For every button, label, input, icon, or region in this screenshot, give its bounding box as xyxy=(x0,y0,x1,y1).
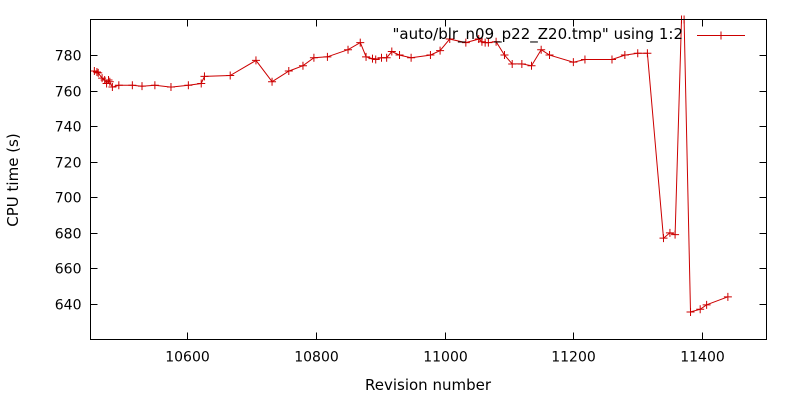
data-point xyxy=(298,61,307,70)
data-point xyxy=(362,52,371,61)
data-point xyxy=(702,300,711,309)
data-point xyxy=(382,53,391,62)
plot-frame xyxy=(90,19,767,340)
data-point xyxy=(659,234,668,243)
axis-ticks xyxy=(90,19,767,340)
legend-label: "auto/blr_n09_p22_Z20.tmp" using 1:2 xyxy=(392,25,683,44)
x-tick-label: 10600 xyxy=(165,350,210,366)
y-tick-label: 740 xyxy=(55,120,82,136)
data-point xyxy=(94,68,103,77)
data-point xyxy=(517,59,526,68)
data-point xyxy=(686,307,695,316)
legend-marker xyxy=(717,31,725,40)
x-tick-label: 11400 xyxy=(680,350,725,366)
data-point xyxy=(268,77,277,86)
y-tick-label: 640 xyxy=(55,298,82,314)
data-point xyxy=(395,51,404,60)
data-point xyxy=(620,51,629,60)
x-tick-label: 11000 xyxy=(423,350,468,366)
x-axis-title: Revision number xyxy=(365,376,492,394)
data-point xyxy=(128,81,137,90)
data-point xyxy=(569,58,578,67)
data-point xyxy=(696,305,705,314)
data-point xyxy=(527,61,536,70)
x-tick-label: 11200 xyxy=(551,350,596,366)
data-point xyxy=(102,79,111,88)
data-point xyxy=(105,77,114,86)
data-point xyxy=(426,51,435,60)
data-point xyxy=(477,37,486,46)
data-point xyxy=(184,81,193,90)
data-point xyxy=(104,75,113,84)
data-point xyxy=(445,35,454,44)
data-point xyxy=(323,52,332,61)
data-point xyxy=(108,83,117,92)
series-layer xyxy=(90,15,732,316)
data-point xyxy=(461,38,470,47)
y-tick-label: 760 xyxy=(55,85,82,101)
data-point xyxy=(114,81,123,90)
data-point xyxy=(197,79,206,88)
data-point xyxy=(665,228,674,237)
data-point xyxy=(633,49,642,58)
data-point xyxy=(200,72,209,81)
data-point xyxy=(309,53,318,62)
data-point xyxy=(508,59,517,68)
data-point xyxy=(226,71,235,80)
x-tick-label: 10800 xyxy=(294,350,339,366)
data-point xyxy=(545,51,554,60)
y-tick-label: 680 xyxy=(55,227,82,243)
y-tick-label: 700 xyxy=(55,191,82,207)
data-point xyxy=(344,45,353,54)
data-point xyxy=(92,67,101,76)
data-point xyxy=(723,292,732,301)
data-point xyxy=(150,81,159,90)
data-point xyxy=(492,37,501,46)
y-tick-label: 780 xyxy=(55,49,82,65)
data-point xyxy=(500,51,509,60)
tick-labels: 640 660 680 700 720 740 760 780 10600 10800 11000 1… xyxy=(55,49,725,366)
data-point xyxy=(251,56,260,65)
data-point xyxy=(436,46,445,55)
data-point xyxy=(387,47,396,56)
series-line xyxy=(94,19,729,313)
data-point xyxy=(368,54,377,63)
data-point xyxy=(284,67,293,76)
y-axis-title: CPU time (s) xyxy=(4,133,22,226)
legend: "auto/blr_n09_p22_Z20.tmp" using 1:2 xyxy=(392,25,745,44)
data-point xyxy=(138,82,147,91)
data-point xyxy=(371,55,380,64)
y-tick-label: 660 xyxy=(55,262,82,278)
data-point xyxy=(356,38,365,47)
data-point xyxy=(671,230,680,239)
data-point xyxy=(537,45,546,54)
data-point xyxy=(166,83,175,92)
data-point xyxy=(407,53,416,62)
data-point xyxy=(580,55,589,64)
data-point xyxy=(643,49,652,58)
data-point xyxy=(607,55,616,64)
data-point xyxy=(484,38,493,47)
y-tick-label: 720 xyxy=(55,156,82,172)
